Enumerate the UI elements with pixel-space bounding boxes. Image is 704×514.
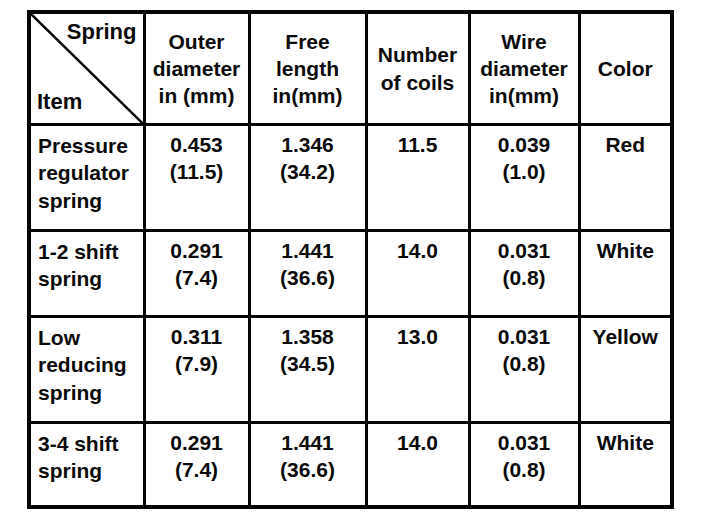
corner-header-cell: Spring Item: [29, 12, 144, 125]
table-body: Pressure regulator spring 0.453 (11.5) 1…: [29, 125, 672, 507]
spring-specifications-table: Spring Item Outer diameter in (mm) Free …: [27, 10, 674, 509]
free-length-cell: 1.346 (34.2): [249, 125, 366, 231]
table-row-low-reducing-spring: Low reducing spring 0.311 (7.9) 1.358 (3…: [29, 317, 672, 423]
item-cell: 3-4 shift spring: [29, 423, 144, 507]
number-of-coils-cell: 11.5: [366, 125, 469, 231]
table-row-pressure-regulator-spring: Pressure regulator spring 0.453 (11.5) 1…: [29, 125, 672, 231]
corner-header-item-label: Item: [37, 88, 82, 117]
item-cell: 1-2 shift spring: [29, 231, 144, 317]
column-header-free-length: Free length in(mm): [249, 12, 366, 125]
color-cell: Red: [579, 125, 672, 231]
wire-diameter-cell: 0.039 (1.0): [469, 125, 579, 231]
scanned-document-page: Spring Item Outer diameter in (mm) Free …: [0, 0, 704, 514]
header-row: Spring Item Outer diameter in (mm) Free …: [29, 12, 672, 125]
color-cell: White: [579, 231, 672, 317]
column-header-wire-diameter: Wire diameter in(mm): [469, 12, 579, 125]
number-of-coils-cell: 14.0: [366, 231, 469, 317]
free-length-cell: 1.441 (36.6): [249, 423, 366, 507]
table-header: Spring Item Outer diameter in (mm) Free …: [29, 12, 672, 125]
column-header-color: Color: [579, 12, 672, 125]
table-row-1-2-shift-spring: 1-2 shift spring 0.291 (7.4) 1.441 (36.6…: [29, 231, 672, 317]
wire-diameter-cell: 0.031 (0.8): [469, 231, 579, 317]
wire-diameter-cell: 0.031 (0.8): [469, 423, 579, 507]
number-of-coils-cell: 13.0: [366, 317, 469, 423]
table-row-3-4-shift-spring: 3-4 shift spring 0.291 (7.4) 1.441 (36.6…: [29, 423, 672, 507]
item-cell: Pressure regulator spring: [29, 125, 144, 231]
outer-diameter-cell: 0.291 (7.4): [144, 423, 249, 507]
color-cell: Yellow: [579, 317, 672, 423]
number-of-coils-cell: 14.0: [366, 423, 469, 507]
color-cell: White: [579, 423, 672, 507]
outer-diameter-cell: 0.291 (7.4): [144, 231, 249, 317]
column-header-number-of-coils: Number of coils: [366, 12, 469, 125]
free-length-cell: 1.358 (34.5): [249, 317, 366, 423]
outer-diameter-cell: 0.311 (7.9): [144, 317, 249, 423]
free-length-cell: 1.441 (36.6): [249, 231, 366, 317]
corner-header-spring-label: Spring: [67, 18, 137, 47]
column-header-outer-diameter: Outer diameter in (mm): [144, 12, 249, 125]
outer-diameter-cell: 0.453 (11.5): [144, 125, 249, 231]
wire-diameter-cell: 0.031 (0.8): [469, 317, 579, 423]
item-cell: Low reducing spring: [29, 317, 144, 423]
